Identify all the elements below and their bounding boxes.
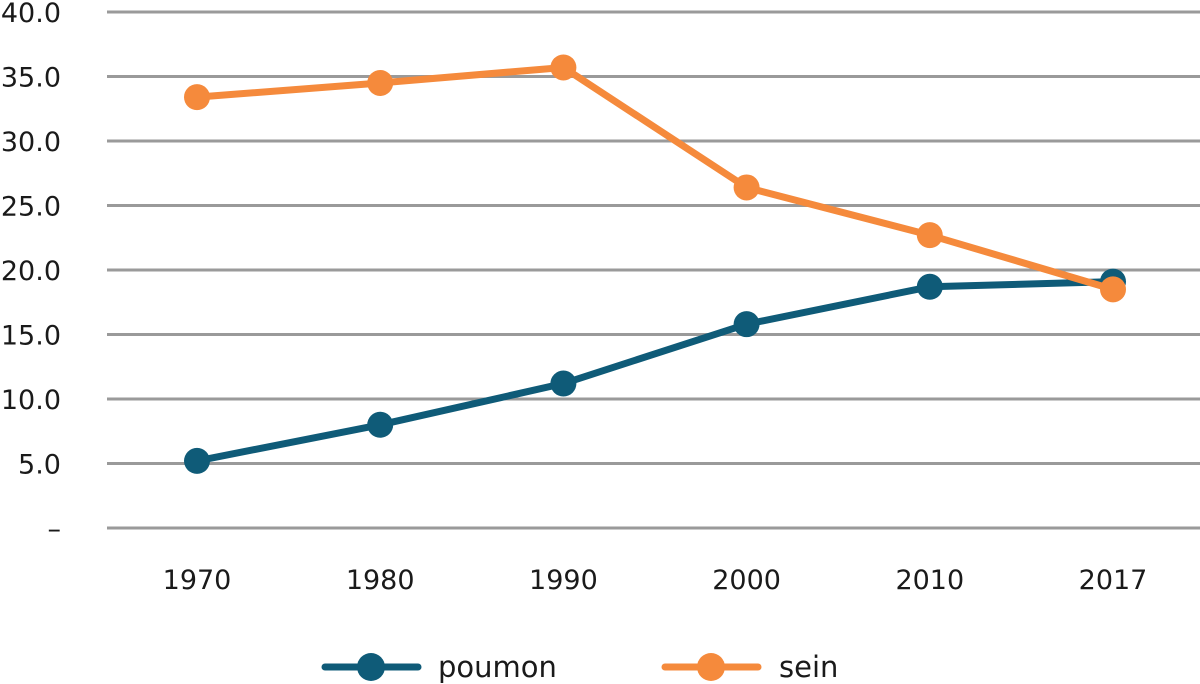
y-tick-label: 5.0: [18, 450, 61, 481]
legend-swatch-marker-poumon: [357, 653, 385, 681]
y-tick-label: 30.0: [1, 127, 61, 158]
series-sein: [184, 54, 1126, 303]
data-point-sein: [733, 174, 760, 201]
data-point-sein: [916, 222, 943, 249]
series-plot: [184, 54, 1126, 474]
legend-item-poumon: poumon: [321, 650, 557, 684]
data-point-poumon: [916, 273, 943, 300]
x-axis-ticks: 1970 1980 1990 2000 2010 2017: [163, 565, 1148, 596]
x-tick-label: 1980: [346, 565, 415, 596]
series-line-sein: [193, 63, 1117, 293]
x-tick-label: 2000: [712, 565, 781, 596]
x-tick-label: 2017: [1079, 565, 1148, 596]
x-tick-label: 2010: [895, 565, 964, 596]
data-point-sein: [1100, 276, 1126, 303]
y-tick-label: 10.0: [1, 385, 61, 416]
y-tick-label: 15.0: [1, 321, 61, 352]
legend-label-sein: sein: [779, 650, 838, 684]
data-point-sein: [550, 54, 577, 81]
y-tick-label: –: [48, 514, 62, 545]
y-tick-label: 40.0: [1, 0, 61, 29]
data-point-poumon: [184, 447, 210, 474]
data-point-sein: [184, 84, 210, 111]
legend-label-poumon: poumon: [438, 650, 557, 684]
data-point-poumon: [733, 311, 760, 338]
legend-swatch-marker-sein: [697, 653, 725, 681]
data-point-poumon: [367, 411, 394, 438]
x-tick-label: 1970: [163, 565, 232, 596]
y-tick-label: 25.0: [1, 192, 61, 223]
series-poumon: [184, 268, 1126, 474]
y-tick-label: 35.0: [1, 63, 61, 94]
data-point-sein: [367, 69, 394, 96]
series-line-poumon: [193, 278, 1117, 465]
y-axis-ticks: – 5.0 10.0 15.0 20.0 25.0 30.0 35.0 40.0: [1, 0, 61, 545]
x-tick-label: 1990: [529, 565, 598, 596]
legend: poumon sein: [321, 650, 838, 684]
y-tick-label: 20.0: [1, 256, 61, 287]
gridlines: [107, 10, 1200, 530]
legend-item-sein: sein: [661, 650, 838, 684]
data-point-poumon: [550, 370, 577, 397]
